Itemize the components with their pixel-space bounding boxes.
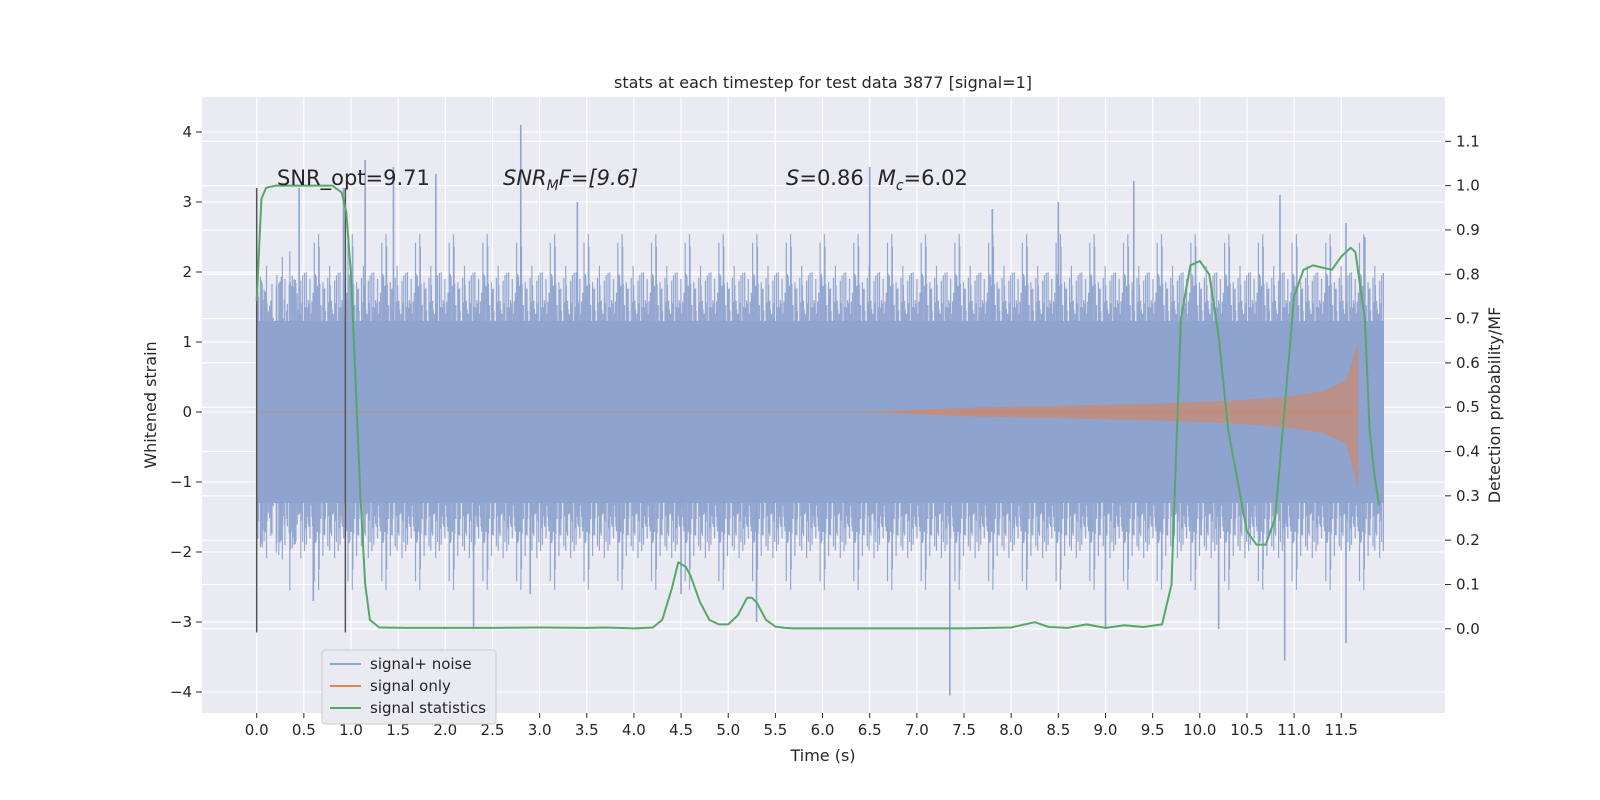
x-tick-label: 9.5: [1141, 721, 1165, 739]
x-tick-label: 1.0: [339, 721, 363, 739]
annotation-snr-opt: SNR_opt=9.71: [277, 166, 430, 191]
x-tick-label: 6.5: [858, 721, 882, 739]
x-tick-label: 7.0: [905, 721, 929, 739]
y2-tick-label: 0.4: [1456, 443, 1480, 461]
y2-tick-label: 0.9: [1456, 221, 1480, 239]
x-tick-label: 6.0: [811, 721, 835, 739]
x-tick-label: 11.5: [1325, 721, 1358, 739]
y2-axis-ticks: 1.1 1.0 0.9 0.8 0.7 0.6 0.5 0.4 0.3 0.2 0.1 0.0: [1445, 132, 1480, 638]
x-tick-label: 5.0: [716, 721, 740, 739]
x-tick-label: 2.0: [433, 721, 457, 739]
y-tick-label: −2: [170, 543, 192, 561]
y2-axis-label: Detection probability/MF: [1485, 307, 1504, 504]
x-tick-label: 0.5: [292, 721, 316, 739]
legend-box: [321, 649, 497, 725]
x-tick-label: 8.0: [999, 721, 1023, 739]
x-tick-label: 4.0: [622, 721, 646, 739]
y2-tick-label: 0.0: [1456, 620, 1480, 638]
x-tick-label: 10.5: [1230, 721, 1263, 739]
y-tick-label: 1: [182, 333, 192, 351]
x-tick-label: 8.5: [1046, 721, 1070, 739]
annotation-s-and-mc: S=0.86 Mc=6.02: [786, 166, 968, 194]
signal-only-series: [256, 342, 1359, 489]
y-axis-label: Whitened strain: [141, 341, 160, 468]
y2-tick-label: 0.3: [1456, 487, 1480, 505]
legend-label-signal-plus-noise: signal+ noise: [370, 655, 472, 673]
legend-label-signal-statistics: signal statistics: [370, 699, 486, 717]
y2-tick-label: 1.1: [1456, 132, 1480, 150]
y-tick-label: −1: [170, 473, 192, 491]
annotation-snr-mf: SNRMF=[9.6]: [503, 166, 638, 194]
y2-tick-label: 1.0: [1456, 177, 1480, 195]
x-axis-label: Time (s): [789, 746, 855, 765]
signal-only-envelope: [869, 342, 1359, 489]
y2-tick-label: 0.1: [1456, 575, 1480, 593]
x-tick-label: 3.5: [575, 721, 599, 739]
legend: signal+ noise signal only signal statist…: [321, 649, 497, 725]
y2-tick-label: 0.2: [1456, 531, 1480, 549]
legend-label-signal-only: signal only: [370, 677, 451, 695]
signal-statistics-series: [255, 184, 1380, 630]
y-tick-label: 0: [182, 403, 192, 421]
x-tick-label: 2.5: [481, 721, 505, 739]
x-tick-label: 0.0: [245, 721, 269, 739]
y-tick-label: 4: [182, 123, 192, 141]
x-tick-label: 11.0: [1277, 721, 1310, 739]
x-tick-label: 9.0: [1094, 721, 1118, 739]
y2-tick-label: 0.7: [1456, 310, 1480, 328]
signal-statistics-line: [255, 184, 1380, 630]
y2-tick-label: 0.8: [1456, 265, 1480, 283]
x-tick-label: 10.0: [1183, 721, 1216, 739]
y2-tick-label: 0.5: [1456, 398, 1480, 416]
y-tick-label: 3: [182, 193, 192, 211]
y-axis-ticks: 4 3 2 1 0 −1 −2 −3 −4: [170, 123, 202, 701]
chart-title: stats at each timestep for test data 387…: [614, 73, 1032, 92]
y-tick-label: −4: [170, 683, 192, 701]
x-axis-ticks: 0.0 0.5 1.0 1.5 2.0 2.5 3.0 3.5 4.0 4.5 5.0 5.5 6.0 6…: [245, 713, 1358, 739]
y-tick-label: 2: [182, 263, 192, 281]
x-tick-label: 3.0: [528, 721, 552, 739]
y2-tick-label: 0.6: [1456, 354, 1480, 372]
x-tick-label: 5.5: [763, 721, 787, 739]
x-tick-label: 7.5: [952, 721, 976, 739]
y-tick-label: −3: [170, 613, 192, 631]
x-tick-label: 1.5: [386, 721, 410, 739]
x-tick-label: 4.5: [669, 721, 693, 739]
vertical-marker-lines: [255, 188, 347, 633]
